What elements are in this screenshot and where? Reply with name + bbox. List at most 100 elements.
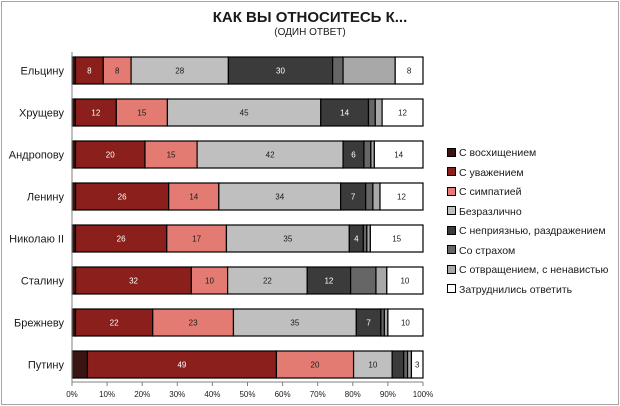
legend-item: Со страхом bbox=[447, 245, 515, 257]
data-label: 15 bbox=[392, 235, 401, 244]
category-label: Брежневу bbox=[14, 318, 64, 330]
bar-segment bbox=[386, 266, 424, 295]
legend-swatch bbox=[447, 167, 456, 177]
bar-segment bbox=[379, 182, 424, 211]
data-label: 12 bbox=[324, 277, 333, 286]
category-label: Николаю II bbox=[9, 234, 64, 246]
bar-segment bbox=[115, 98, 169, 127]
data-label: 8 bbox=[407, 67, 412, 76]
x-tick-label: 80% bbox=[345, 390, 361, 399]
x-tick-label: 100% bbox=[413, 390, 433, 399]
bar-segment bbox=[74, 308, 154, 337]
data-label: 17 bbox=[192, 235, 201, 244]
data-label: 22 bbox=[263, 277, 272, 286]
legend-swatch bbox=[447, 186, 456, 196]
x-tick-label: 10% bbox=[99, 390, 115, 399]
bar-segment bbox=[190, 266, 229, 295]
data-label: 15 bbox=[167, 151, 176, 160]
legend-item: С уважением bbox=[447, 167, 524, 179]
bar-segment bbox=[320, 98, 370, 127]
data-label: 20 bbox=[311, 361, 320, 370]
data-label: 26 bbox=[117, 235, 126, 244]
legend-label: С восхищением bbox=[459, 147, 537, 159]
legend-item: С восхищением bbox=[447, 147, 536, 159]
legend-swatch bbox=[447, 225, 456, 235]
legend-swatch bbox=[447, 284, 456, 294]
data-label: 10 bbox=[400, 277, 409, 286]
bar-segment bbox=[342, 56, 396, 85]
legend-item: С отвращением, с ненавистью bbox=[447, 264, 608, 276]
x-tick-label: 30% bbox=[169, 390, 185, 399]
legend-label: Со страхом bbox=[459, 244, 516, 257]
bar-segment bbox=[102, 56, 132, 85]
bar-segment bbox=[196, 140, 344, 169]
x-tick-label: 50% bbox=[239, 390, 255, 399]
data-label: 8 bbox=[87, 67, 92, 76]
x-tick-label: 20% bbox=[134, 390, 150, 399]
bar-segment bbox=[74, 182, 170, 211]
bar-segment bbox=[74, 224, 168, 253]
data-label: 14 bbox=[340, 109, 349, 118]
category-label: Сталину bbox=[21, 276, 65, 288]
x-tick-label: 40% bbox=[204, 390, 220, 399]
x-tick-label: 70% bbox=[310, 390, 326, 399]
legend-label: Затруднились ответить bbox=[459, 283, 573, 296]
data-label: 26 bbox=[118, 193, 127, 202]
chart-subtitle: (ОДИН ОТВЕТ) bbox=[274, 27, 346, 38]
legend-item: С неприязнью, раздражением bbox=[447, 225, 606, 237]
bar-segment bbox=[367, 98, 376, 127]
data-label: 8 bbox=[115, 67, 120, 76]
x-tick-label: 60% bbox=[275, 390, 291, 399]
data-label: 30 bbox=[276, 67, 285, 76]
legend-label: С уважением bbox=[459, 166, 524, 179]
bar-segment bbox=[75, 266, 193, 295]
data-label: 7 bbox=[351, 193, 356, 202]
data-label: 28 bbox=[175, 67, 184, 76]
category-label: Андропову bbox=[9, 150, 65, 162]
bar-segment bbox=[232, 308, 357, 337]
data-label: 42 bbox=[266, 151, 275, 160]
bar-segment bbox=[363, 140, 372, 169]
data-label: 12 bbox=[91, 109, 100, 118]
legend-item: Затруднились ответить bbox=[447, 284, 572, 296]
data-label: 12 bbox=[397, 193, 406, 202]
bar-segment bbox=[86, 350, 278, 379]
data-label: 7 bbox=[366, 319, 371, 328]
data-label: 10 bbox=[401, 319, 410, 328]
bar-segment bbox=[381, 98, 424, 127]
bar-segment bbox=[225, 224, 350, 253]
bar-segment bbox=[144, 140, 198, 169]
x-tick-label: 90% bbox=[380, 390, 396, 399]
bar-segment bbox=[227, 266, 308, 295]
data-label: 3 bbox=[415, 361, 420, 370]
bar-segment bbox=[74, 56, 104, 85]
legend-label: С отвращением, с ненавистью bbox=[459, 264, 609, 276]
bar-segment bbox=[369, 224, 424, 253]
data-label: 15 bbox=[137, 109, 146, 118]
bar-segment bbox=[410, 350, 424, 379]
data-label: 10 bbox=[368, 361, 377, 370]
data-label: 4 bbox=[354, 235, 359, 244]
bar-segment bbox=[394, 56, 424, 85]
data-label: 23 bbox=[189, 319, 198, 328]
data-label: 10 bbox=[205, 277, 214, 286]
legend-swatch bbox=[447, 147, 456, 157]
bar-segment bbox=[218, 182, 342, 211]
bar-segment bbox=[166, 98, 322, 127]
data-label: 49 bbox=[177, 361, 186, 370]
data-label: 45 bbox=[240, 109, 249, 118]
category-label: Ельцину bbox=[20, 66, 64, 78]
bar-segment bbox=[373, 140, 424, 169]
legend-swatch bbox=[447, 206, 456, 216]
legend-item: С симпатией bbox=[447, 186, 522, 198]
chart-title: КАК ВЫ ОТНОСИТЕСЬ К... bbox=[212, 9, 408, 26]
bar-segment bbox=[391, 350, 405, 379]
bar-segment bbox=[375, 266, 388, 295]
data-label: 14 bbox=[394, 151, 403, 160]
data-label: 22 bbox=[110, 319, 119, 328]
legend-label: С неприязнью, раздражением bbox=[459, 225, 606, 237]
data-label: 12 bbox=[398, 109, 407, 118]
bar-segment bbox=[372, 182, 381, 211]
legend-item: Безразлично bbox=[447, 206, 522, 218]
